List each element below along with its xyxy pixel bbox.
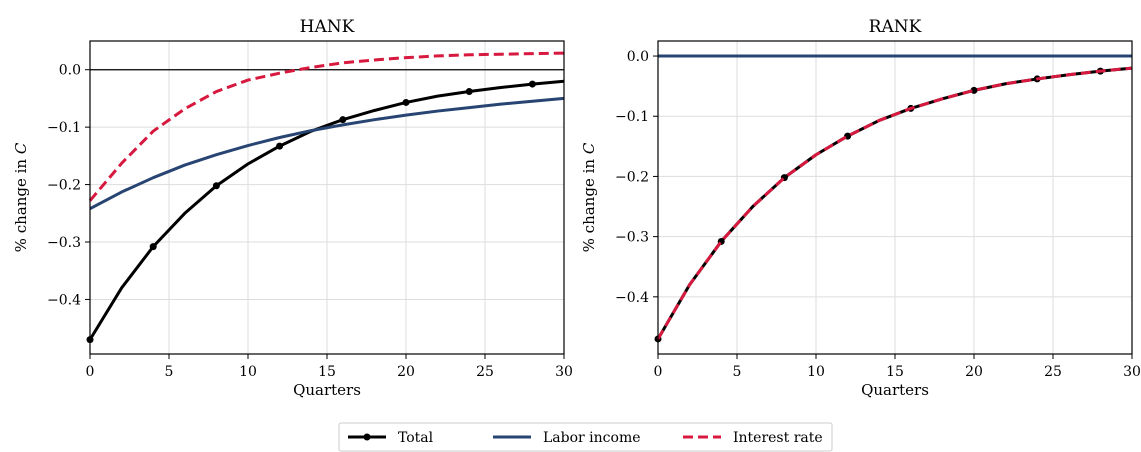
- y-axis-label-variable: C: [580, 142, 598, 154]
- x-tick-label-4: 20: [397, 364, 415, 380]
- series-total-marker-5: [402, 98, 410, 106]
- x-tick-label-3: 15: [886, 364, 904, 380]
- x-tick-label-2: 10: [239, 364, 257, 380]
- series-interest-rate-line: [88, 51, 565, 202]
- panel-rank: 0 5 10 15 20 25 30 0.0 −0.1 −0.2 −0.3 −0.4 RANK Quart…: [580, 17, 1141, 399]
- y-axis-label-text: % change in: [12, 159, 30, 253]
- x-tick-label-4: 20: [965, 364, 983, 380]
- x-tick-label-0: 0: [86, 364, 95, 380]
- series-total-line: [88, 79, 565, 341]
- series-total-marker-4: [339, 116, 347, 124]
- legend-label-total: Total: [398, 430, 434, 446]
- x-tick-label-1: 5: [165, 364, 174, 380]
- series-labor-income-line: [89, 96, 565, 211]
- x-tick-label-0: 0: [654, 364, 663, 380]
- y-tick-label-0: 0.0: [59, 63, 81, 79]
- y-tick-label-0: 0.0: [627, 49, 649, 65]
- series-interest-rate-line: [656, 66, 1133, 340]
- legend-marker-total: [363, 433, 371, 441]
- legend-label-interest-rate: Interest rate: [733, 430, 823, 446]
- y-tick-label-1: −0.1: [47, 120, 81, 136]
- series-total-marker-3: [276, 142, 284, 150]
- y-tick-label-3: −0.3: [615, 230, 649, 246]
- x-tick-label-6: 30: [1123, 364, 1141, 380]
- x-tick-label-2: 10: [807, 364, 825, 380]
- y-tick-label-4: −0.4: [47, 292, 81, 308]
- x-tick-label-5: 25: [476, 364, 494, 380]
- y-tick-label-2: −0.2: [47, 178, 81, 194]
- legend-frame: [338, 422, 833, 452]
- legend: Total Labor income Interest rate: [338, 422, 833, 452]
- series-total-marker-7: [528, 80, 536, 88]
- y-axis-label: % change in C: [580, 142, 598, 252]
- x-axis-label: Quarters: [861, 381, 929, 399]
- series-total-marker-1: [149, 243, 157, 251]
- legend-label-labor-income: Labor income: [543, 430, 641, 446]
- y-tick-label-3: −0.3: [47, 235, 81, 251]
- x-tick-label-1: 5: [733, 364, 742, 380]
- y-axis-label-variable: C: [12, 142, 30, 154]
- y-tick-label-1: −0.1: [615, 109, 649, 125]
- panel-title: RANK: [869, 17, 922, 37]
- y-tick-label-4: −0.4: [615, 290, 649, 306]
- panel-title: HANK: [300, 17, 355, 37]
- y-axis-label-text: % change in: [580, 159, 598, 253]
- x-tick-label-6: 30: [555, 364, 573, 380]
- y-axis-label: % change in C: [12, 142, 30, 252]
- x-tick-label-5: 25: [1044, 364, 1062, 380]
- x-axis-label: Quarters: [293, 381, 361, 399]
- y-tick-label-2: −0.2: [615, 169, 649, 185]
- series-total-marker-6: [465, 88, 473, 96]
- panel-hank: 0 5 10 15 20 25 30 0.0 −0.1 −0.2 −0.3 −0.4 HANK Quart…: [12, 17, 573, 399]
- x-tick-label-3: 15: [318, 364, 336, 380]
- series-total-marker-2: [212, 182, 220, 190]
